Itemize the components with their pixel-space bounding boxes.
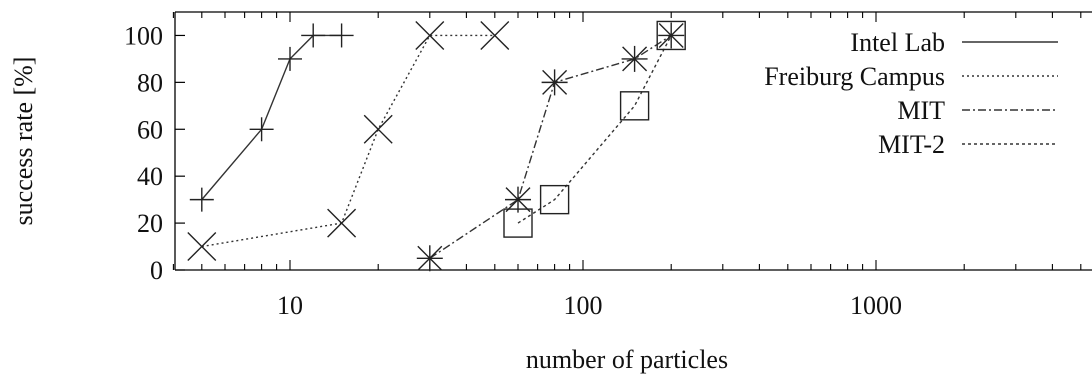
x-axis-label: number of particles [526, 345, 728, 374]
y-axis-label: success rate [%] [9, 57, 38, 226]
marker-plus [189, 187, 214, 212]
data-point [539, 184, 570, 215]
marker-plus [329, 23, 354, 48]
legend-label: Intel Lab [850, 28, 945, 57]
data-point [505, 187, 531, 213]
marker-plus [249, 117, 274, 142]
legend-label: Freiburg Campus [764, 62, 945, 91]
legend: Intel Lab Freiburg Campus MIT MIT-2 [764, 28, 1058, 159]
x-tick-label: 10 [277, 291, 303, 320]
series-line [201, 34, 495, 248]
marker-plus [278, 46, 302, 71]
marker-cross [327, 208, 357, 238]
marker-cross [363, 114, 393, 144]
y-axis: 0 20 40 60 80 100 [124, 21, 185, 285]
series-mit [416, 22, 685, 272]
data-point [503, 208, 533, 238]
data-point [415, 20, 445, 50]
y-tick-label: 40 [137, 162, 163, 191]
y-tick-label: 100 [124, 21, 163, 50]
marker-star [621, 45, 648, 72]
series-layer [187, 20, 686, 272]
x-tick-label: 100 [564, 291, 603, 320]
series-line [517, 35, 672, 224]
data-point [363, 114, 393, 144]
marker-cross [415, 20, 445, 50]
plot-frame [174, 11, 1092, 271]
marker-cross [187, 232, 217, 262]
marker-star [541, 69, 568, 96]
data-point [327, 208, 357, 238]
x-axis: 10 100 1000 [172, 12, 1082, 320]
x-tick-label: 1000 [850, 291, 902, 320]
y-tick-label: 0 [150, 256, 163, 285]
series-line [201, 34, 342, 201]
data-point [622, 46, 648, 72]
data-point [619, 91, 650, 121]
marker-star [416, 245, 443, 272]
data-point [480, 20, 510, 50]
y-tick-label: 60 [137, 115, 163, 144]
marker-square [656, 20, 686, 51]
y-tick-label: 80 [137, 68, 163, 97]
data-point [187, 232, 217, 262]
marker-square [503, 208, 533, 238]
data-point [417, 245, 443, 271]
marker-cross [480, 20, 510, 50]
data-point [542, 69, 568, 95]
legend-label: MIT-2 [878, 130, 945, 159]
marker-square [619, 91, 650, 121]
data-point [656, 20, 686, 51]
series-intel-lab [189, 23, 354, 212]
series-freiburg-campus [187, 20, 510, 262]
series-mit-2 [503, 20, 686, 238]
marker-star [504, 186, 531, 213]
y-tick-label: 20 [137, 209, 163, 238]
marker-square [539, 184, 570, 215]
legend-label: MIT [897, 96, 945, 125]
marker-plus [301, 23, 326, 48]
